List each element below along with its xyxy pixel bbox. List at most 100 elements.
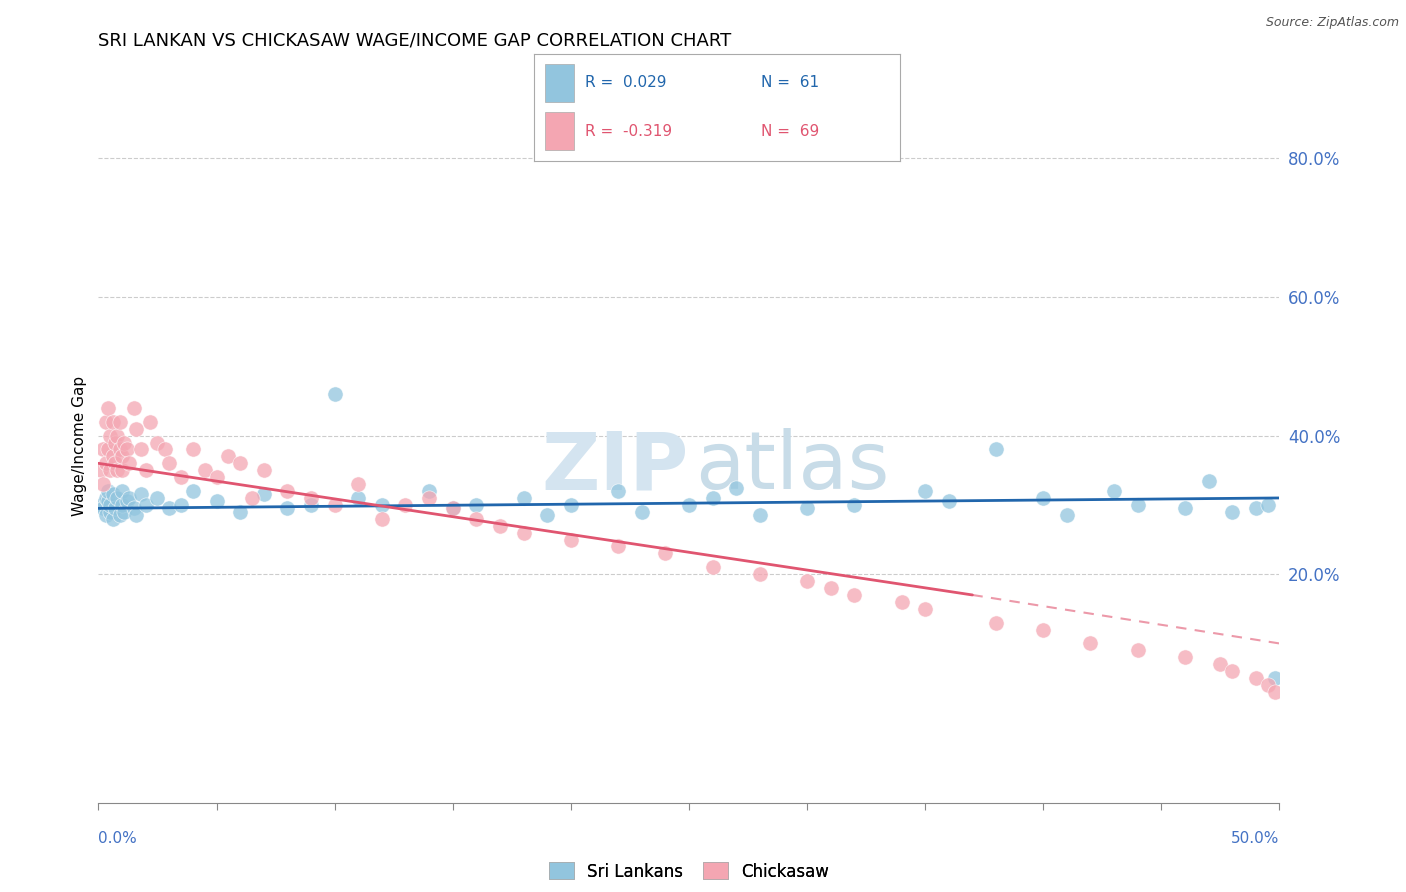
Point — [98, 463, 121, 477]
Point — [323, 387, 346, 401]
Point — [146, 491, 169, 505]
Point — [371, 512, 394, 526]
Point — [1220, 664, 1243, 678]
Point — [91, 477, 114, 491]
Point — [97, 483, 120, 498]
Text: 0.0%: 0.0% — [98, 831, 138, 846]
Point — [104, 435, 127, 450]
Point — [181, 442, 204, 457]
Point — [1126, 498, 1149, 512]
Point — [276, 483, 298, 498]
Point — [253, 487, 276, 501]
Point — [1244, 671, 1267, 685]
Text: R =  -0.319: R = -0.319 — [585, 124, 672, 139]
Point — [229, 505, 252, 519]
Point — [170, 470, 193, 484]
Point — [139, 415, 162, 429]
Point — [118, 456, 141, 470]
Point — [157, 456, 180, 470]
Point — [98, 498, 121, 512]
Point — [844, 588, 866, 602]
Point — [170, 498, 193, 512]
Point — [181, 483, 204, 498]
Point — [1102, 483, 1125, 498]
Point — [104, 501, 127, 516]
Point — [135, 498, 157, 512]
Point — [157, 501, 180, 516]
Point — [844, 498, 866, 512]
Point — [394, 498, 416, 512]
Point — [1264, 685, 1286, 699]
Text: SRI LANKAN VS CHICKASAW WAGE/INCOME GAP CORRELATION CHART: SRI LANKAN VS CHICKASAW WAGE/INCOME GAP … — [98, 31, 731, 49]
Point — [108, 508, 131, 523]
Point — [217, 450, 239, 464]
Point — [111, 483, 134, 498]
FancyBboxPatch shape — [546, 112, 575, 150]
Point — [205, 494, 228, 508]
Point — [1056, 508, 1078, 523]
Point — [1209, 657, 1232, 672]
Point — [90, 463, 112, 477]
Point — [229, 456, 252, 470]
Point — [796, 501, 818, 516]
Text: Source: ZipAtlas.com: Source: ZipAtlas.com — [1265, 16, 1399, 29]
Point — [465, 498, 488, 512]
Point — [146, 435, 169, 450]
Point — [91, 501, 114, 516]
Point — [129, 442, 152, 457]
Point — [1220, 505, 1243, 519]
Text: atlas: atlas — [695, 428, 889, 507]
Point — [112, 435, 135, 450]
Point — [205, 470, 228, 484]
Point — [1080, 636, 1102, 650]
Point — [371, 498, 394, 512]
Text: R =  0.029: R = 0.029 — [585, 75, 666, 90]
Point — [1032, 491, 1054, 505]
Point — [347, 477, 370, 491]
Point — [536, 508, 558, 523]
Point — [97, 442, 120, 457]
Point — [607, 540, 630, 554]
Y-axis label: Wage/Income Gap: Wage/Income Gap — [72, 376, 87, 516]
FancyBboxPatch shape — [546, 64, 575, 102]
Point — [122, 401, 145, 415]
Point — [94, 415, 117, 429]
Point — [104, 456, 127, 470]
Point — [984, 442, 1007, 457]
Point — [94, 491, 117, 505]
Text: 50.0%: 50.0% — [1232, 831, 1279, 846]
Point — [702, 491, 724, 505]
Point — [890, 595, 912, 609]
Point — [489, 518, 512, 533]
Text: ZIP: ZIP — [541, 428, 689, 507]
Point — [1198, 474, 1220, 488]
Point — [112, 505, 135, 519]
Point — [725, 481, 748, 495]
Point — [702, 560, 724, 574]
Point — [914, 483, 936, 498]
Point — [1032, 623, 1054, 637]
Point — [122, 501, 145, 516]
Legend: Sri Lankans, Chickasaw: Sri Lankans, Chickasaw — [541, 855, 837, 888]
Point — [820, 581, 842, 595]
Point — [111, 463, 134, 477]
Point — [105, 428, 128, 442]
Point — [111, 498, 134, 512]
Point — [125, 508, 148, 523]
Point — [560, 533, 582, 547]
Point — [1264, 671, 1286, 685]
Point — [748, 567, 770, 582]
Point — [607, 483, 630, 498]
Point — [115, 494, 138, 508]
Point — [115, 442, 138, 457]
Text: N =  61: N = 61 — [761, 75, 820, 90]
Point — [253, 463, 276, 477]
Point — [101, 512, 124, 526]
Point — [94, 456, 117, 470]
Point — [323, 498, 346, 512]
Point — [678, 498, 700, 512]
Point — [299, 491, 322, 505]
Point — [97, 401, 120, 415]
Point — [560, 498, 582, 512]
Point — [441, 501, 464, 516]
